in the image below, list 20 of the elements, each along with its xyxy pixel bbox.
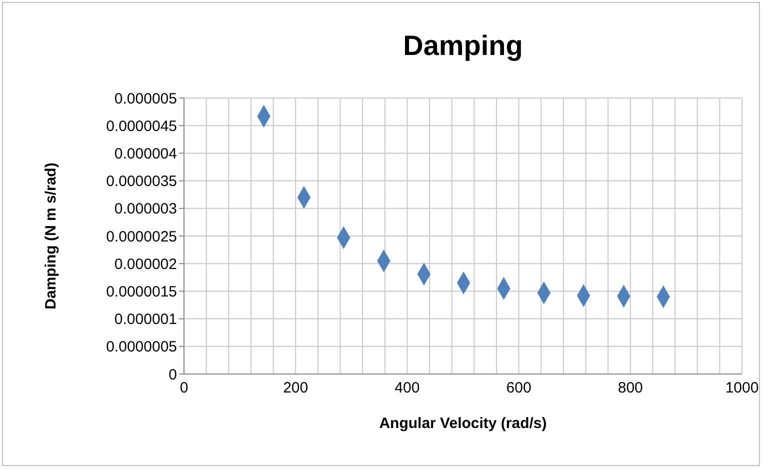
y-tick-label: 0.0000015 (106, 284, 177, 301)
y-tick-label: 0.0000035 (106, 173, 177, 190)
y-tick-label: 0.000003 (114, 200, 177, 218)
y-tick-label: 0.000005 (114, 90, 177, 108)
x-tick-label: 200 (283, 380, 308, 397)
y-tick-label: 0.0000045 (106, 118, 177, 135)
y-tick-label: 0 (168, 366, 177, 384)
chart-title: Damping (402, 30, 524, 62)
x-tick-label: 0 (180, 380, 188, 397)
y-tick-label: 0.0000025 (106, 228, 177, 246)
y-tick-label: 0.0000005 (106, 338, 177, 356)
x-tick-label: 600 (506, 380, 532, 397)
x-axis-title: Angular Velocity (rad/s) (379, 415, 547, 432)
y-tick-label: 0.000001 (114, 311, 177, 328)
y-tick-label: 0.000002 (114, 256, 177, 273)
y-tick-label: 0.000004 (114, 146, 177, 163)
x-tick-label: 1000 (725, 380, 759, 397)
x-tick-label: 400 (394, 380, 420, 397)
x-tick-label: 800 (618, 380, 643, 397)
y-axis-title: Damping (N m s/rad) (42, 162, 60, 310)
